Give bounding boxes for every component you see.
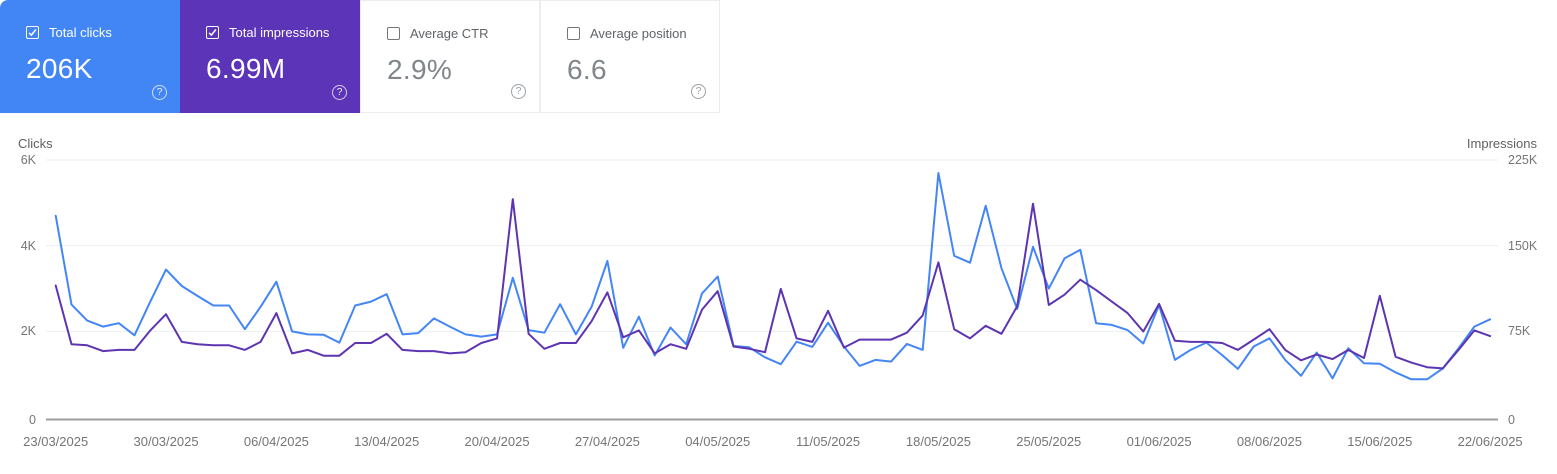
total-clicks-checkbox[interactable] (26, 26, 39, 39)
card-label: Average position (590, 26, 687, 41)
card-label: Average CTR (410, 26, 489, 41)
card-label: Total clicks (49, 25, 112, 40)
card-header: Average position (567, 26, 719, 41)
x-axis-label: 22/06/2025 (1457, 434, 1523, 449)
card-header: Total clicks (26, 25, 180, 40)
clicks-line[interactable] (54, 172, 1492, 381)
help-icon[interactable]: ? (691, 84, 706, 99)
average-ctr-value: 2.9% (387, 54, 453, 85)
left-axis-tick: 2K (20, 324, 36, 339)
left-axis-tick: 0 (29, 412, 36, 427)
left-axis-title: Clicks (18, 136, 53, 151)
card-total-clicks[interactable]: Total clicks 206K ? (0, 0, 180, 113)
card-total-impressions[interactable]: Total impressions 6.99M ? (180, 0, 360, 113)
right-axis-tick: 75K (1508, 324, 1531, 339)
x-axis-label: 13/04/2025 (354, 434, 420, 449)
x-axis-label: 23/03/2025 (23, 434, 89, 449)
x-axis-label: 25/05/2025 (1016, 434, 1082, 449)
left-axis-tick: 6K (20, 153, 36, 167)
total-impressions-value: 6.99M (206, 53, 286, 84)
help-icon[interactable]: ? (332, 85, 347, 100)
card-header: Total impressions (206, 25, 360, 40)
x-axis-label: 01/06/2025 (1126, 434, 1192, 449)
checkmark-icon (208, 29, 217, 37)
average-position-value: 6.6 (567, 54, 607, 85)
average-ctr-checkbox[interactable] (387, 27, 400, 40)
left-axis-tick: 4K (20, 238, 36, 253)
card-average-ctr[interactable]: Average CTR 2.9% ? (360, 0, 540, 113)
total-clicks-value: 206K (26, 53, 93, 84)
x-axis-label: 20/04/2025 (464, 434, 530, 449)
x-axis-label: 30/03/2025 (133, 434, 199, 449)
x-axis-label: 27/04/2025 (574, 434, 640, 449)
right-axis-tick: 0 (1508, 412, 1515, 427)
average-position-checkbox[interactable] (567, 27, 580, 40)
x-axis-label: 04/05/2025 (685, 434, 751, 449)
right-axis-title: Impressions (1466, 136, 1537, 151)
help-icon[interactable]: ? (511, 84, 526, 99)
right-axis-tick: 225K (1508, 153, 1538, 167)
card-label: Total impressions (229, 25, 330, 40)
total-impressions-checkbox[interactable] (206, 26, 219, 39)
help-icon[interactable]: ? (152, 85, 167, 100)
card-header: Average CTR (387, 26, 539, 41)
x-axis-label: 11/05/2025 (796, 434, 861, 449)
x-axis-label: 06/04/2025 (243, 434, 309, 449)
x-axis-label: 18/05/2025 (905, 434, 971, 449)
metric-cards-row: Total clicks 206K ? Total impressions 6.… (0, 0, 720, 113)
card-average-position[interactable]: Average position 6.6 ? (540, 0, 720, 113)
x-axis-label: 08/06/2025 (1236, 434, 1302, 449)
impressions-line[interactable] (54, 198, 1492, 370)
x-axis-label: 15/06/2025 (1347, 434, 1413, 449)
checkmark-icon (28, 29, 37, 37)
right-axis-tick: 150K (1508, 238, 1538, 253)
